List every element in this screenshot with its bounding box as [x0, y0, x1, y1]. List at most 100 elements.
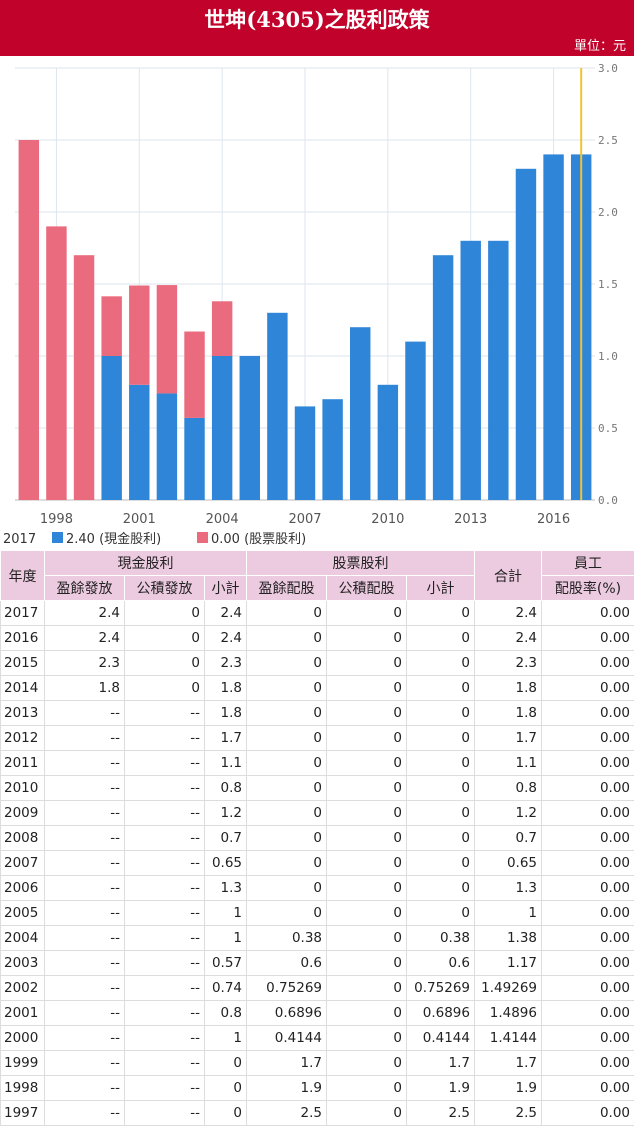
table-cell: 0.6896: [406, 1000, 475, 1026]
table-cell: 2.4: [474, 625, 542, 651]
table-cell: 0.6: [406, 950, 475, 976]
table-cell: 1: [204, 1025, 247, 1051]
stock-dividend-bar: [73, 255, 95, 500]
legend-stock-swatch: [197, 532, 208, 543]
table-cell: 0.7: [204, 825, 247, 851]
table-cell: --: [44, 925, 125, 951]
table-cell: 0: [246, 750, 327, 776]
table-cell: 1.17: [474, 950, 542, 976]
table-cell: 1: [204, 925, 247, 951]
table-cell: 0: [326, 1000, 407, 1026]
table-cell: 0: [406, 800, 475, 826]
table-cell: 2.4: [474, 600, 542, 626]
row-year-cell: 1997: [0, 1100, 45, 1126]
header-cash-subtotal: 小計: [204, 575, 247, 601]
table-cell: 0: [326, 800, 407, 826]
table-cell: 1: [474, 900, 542, 926]
table-cell: 0.00: [541, 1025, 634, 1051]
table-cell: 1.7: [406, 1050, 475, 1076]
table-cell: --: [124, 825, 205, 851]
row-year-cell: 2017: [0, 600, 45, 626]
cash-dividend-bar: [211, 356, 233, 500]
table-cell: 0.65: [474, 850, 542, 876]
x-tick-label: 2010: [371, 512, 404, 527]
row-year-cell: 2002: [0, 975, 45, 1001]
cash-dividend-bar: [405, 341, 426, 500]
table-cell: 0.00: [541, 675, 634, 701]
x-tick-label: 2001: [123, 512, 156, 527]
table-cell: 0: [326, 925, 407, 951]
row-year-cell: 2001: [0, 1000, 45, 1026]
table-cell: 0: [326, 850, 407, 876]
table-cell: 0.00: [541, 1100, 634, 1126]
cash-dividend-bar: [515, 168, 537, 501]
header-stock-dividend: 股票股利: [246, 550, 475, 576]
table-cell: --: [44, 1025, 125, 1051]
table-row: 2005 -- -- 1 0 0 0 1 0.00: [0, 900, 634, 926]
row-year-cell: 2007: [0, 850, 45, 876]
x-tick-label: 2004: [206, 512, 239, 527]
table-row: 2006 -- -- 1.3 0 0 0 1.3 0.00: [0, 875, 634, 901]
row-year-cell: 2000: [0, 1025, 45, 1051]
table-cell: 0: [406, 675, 475, 701]
table-cell: 0.00: [541, 650, 634, 676]
table-cell: 0: [124, 600, 205, 626]
cash-dividend-bar: [267, 312, 288, 500]
table-cell: 0: [326, 950, 407, 976]
table-cell: --: [124, 725, 205, 751]
table-cell: 1.9: [246, 1075, 327, 1101]
table-cell: 2.5: [246, 1100, 327, 1126]
table-cell: 0: [326, 1050, 407, 1076]
table-cell: 0: [246, 625, 327, 651]
table-cell: --: [124, 975, 205, 1001]
table-cell: --: [44, 950, 125, 976]
table-cell: 1.7: [246, 1050, 327, 1076]
row-year-cell: 2012: [0, 725, 45, 751]
x-tick-label: 2007: [288, 512, 321, 527]
table-cell: 0: [326, 1075, 407, 1101]
stock-dividend-bar: [211, 301, 233, 356]
table-cell: --: [44, 700, 125, 726]
table-cell: 0: [246, 650, 327, 676]
table-cell: --: [124, 800, 205, 826]
table-cell: 0.8: [204, 1000, 247, 1026]
table-cell: 1.49269: [474, 975, 542, 1001]
chart-svg: 0.0 0.5 1.0 1.5 2.0 2.5 3.0 1998 2001 2004 2007 201…: [3, 62, 618, 547]
table-row: 2008 -- -- 0.7 0 0 0 0.7 0.00: [0, 825, 634, 851]
table-cell: 0: [204, 1050, 247, 1076]
x-tick-label: 2016: [537, 512, 570, 527]
table-row: 2001 -- -- 0.8 0.6896 0 0.6896 1.4896 0.00: [0, 1000, 634, 1026]
table-row: 2013 -- -- 1.8 0 0 0 1.8 0.00: [0, 700, 634, 726]
page-title: 世坤(4305)之股利政策: [204, 7, 430, 32]
cash-dividend-bar: [460, 240, 481, 501]
table-cell: 0.00: [541, 825, 634, 851]
legend-stock-label: 0.00 (股票股利): [211, 532, 306, 547]
table-cell: --: [124, 1000, 205, 1026]
table-cell: 0: [406, 700, 475, 726]
header-cash-earnings: 盈餘發放: [44, 575, 125, 601]
table-row: 2017 2.4 0 2.4 0 0 0 2.4 0.00: [0, 600, 634, 626]
stock-dividend-bar: [156, 285, 178, 394]
row-year-cell: 2005: [0, 900, 45, 926]
table-cell: 0: [326, 1100, 407, 1126]
table-cell: --: [124, 1025, 205, 1051]
table-cell: 0: [246, 825, 327, 851]
table-cell: 1.9: [474, 1075, 542, 1101]
table-cell: 0.00: [541, 1000, 634, 1026]
table-cell: 0: [406, 850, 475, 876]
table-cell: 0: [326, 750, 407, 776]
table-cell: 0.00: [541, 775, 634, 801]
table-cell: --: [124, 1075, 205, 1101]
table-cell: 0: [246, 775, 327, 801]
table-cell: 0.4144: [246, 1025, 327, 1051]
table-header: 年度 現金股利 股票股利 合計 員工 盈餘發放 公積發放 小計 盈餘配股 公積配…: [0, 550, 634, 601]
header-cash-reserve: 公積發放: [124, 575, 205, 601]
table-cell: 1.4144: [474, 1025, 542, 1051]
table-cell: 0.00: [541, 600, 634, 626]
table-cell: --: [124, 700, 205, 726]
table-cell: 0: [406, 725, 475, 751]
stock-dividend-bar: [18, 140, 40, 500]
y-tick-label: 1.0: [598, 350, 618, 363]
table-cell: 0.7: [474, 825, 542, 851]
table-cell: 1.1: [474, 750, 542, 776]
